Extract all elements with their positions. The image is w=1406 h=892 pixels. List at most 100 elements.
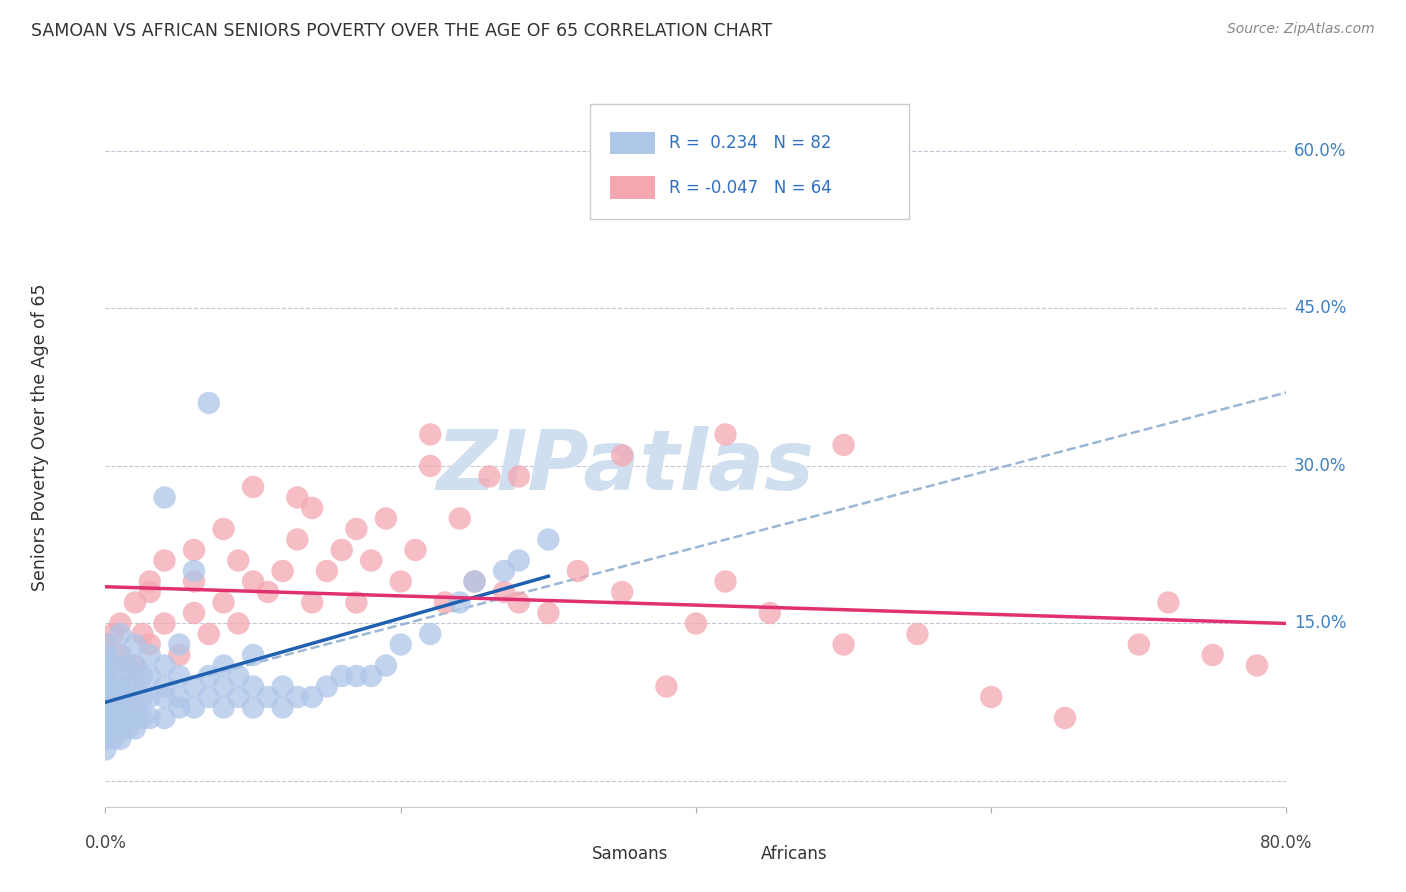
Point	[110, 700, 132, 714]
Point	[832, 638, 855, 652]
Point	[242, 574, 264, 589]
FancyBboxPatch shape	[610, 177, 655, 199]
Point	[110, 648, 132, 662]
Point	[124, 711, 146, 725]
Point	[301, 500, 323, 515]
Point	[110, 616, 132, 631]
Point	[315, 680, 337, 694]
Text: ZIPatlas: ZIPatlas	[436, 426, 814, 508]
Point	[449, 511, 471, 525]
Point	[197, 669, 219, 683]
Text: SAMOAN VS AFRICAN SENIORS POVERTY OVER THE AGE OF 65 CORRELATION CHART: SAMOAN VS AFRICAN SENIORS POVERTY OVER T…	[31, 22, 772, 40]
Text: 30.0%: 30.0%	[1294, 457, 1347, 475]
Point	[537, 606, 560, 620]
Point	[117, 658, 139, 673]
Text: 15.0%: 15.0%	[1294, 615, 1347, 632]
Point	[183, 574, 205, 589]
Text: Africans: Africans	[761, 845, 828, 863]
Point	[374, 511, 398, 525]
Point	[832, 438, 855, 452]
FancyBboxPatch shape	[548, 847, 583, 863]
Point	[101, 700, 124, 714]
Point	[183, 564, 205, 578]
Point	[138, 585, 162, 599]
Point	[124, 595, 146, 609]
Point	[101, 627, 124, 641]
Point	[153, 491, 176, 505]
Point	[228, 690, 250, 704]
Point	[183, 680, 205, 694]
Point	[138, 669, 162, 683]
Point	[124, 658, 146, 673]
Point	[153, 711, 176, 725]
Point	[169, 638, 191, 652]
Point	[124, 700, 146, 714]
Point	[183, 543, 205, 558]
Point	[301, 690, 323, 704]
Point	[242, 680, 264, 694]
Point	[124, 658, 146, 673]
Point	[117, 680, 139, 694]
Point	[94, 690, 117, 704]
Point	[153, 658, 176, 673]
Point	[1157, 595, 1180, 609]
Text: 60.0%: 60.0%	[1294, 142, 1347, 160]
Point	[138, 638, 162, 652]
Point	[138, 574, 162, 589]
Point	[169, 648, 191, 662]
Point	[110, 627, 132, 641]
Point	[685, 616, 707, 631]
Point	[228, 616, 250, 631]
Point	[138, 648, 162, 662]
Point	[228, 669, 250, 683]
Text: R = -0.047   N = 64: R = -0.047 N = 64	[669, 178, 831, 196]
Point	[110, 731, 132, 746]
Point	[257, 585, 280, 599]
Point	[94, 658, 117, 673]
Point	[287, 533, 309, 547]
Point	[94, 731, 117, 746]
Point	[419, 458, 441, 473]
Point	[714, 427, 737, 442]
FancyBboxPatch shape	[717, 847, 752, 863]
Point	[714, 574, 737, 589]
Point	[94, 638, 117, 652]
Point	[131, 690, 153, 704]
Point	[1128, 638, 1150, 652]
Point	[567, 564, 589, 578]
Point	[271, 564, 294, 578]
Point	[478, 469, 501, 483]
Point	[138, 711, 162, 725]
Point	[330, 543, 353, 558]
Point	[242, 700, 264, 714]
Point	[242, 480, 264, 494]
Point	[464, 574, 486, 589]
Point	[1201, 648, 1223, 662]
Point	[110, 690, 132, 704]
Point	[94, 711, 117, 725]
Point	[94, 722, 117, 736]
Point	[183, 700, 205, 714]
Point	[131, 669, 153, 683]
Point	[94, 648, 117, 662]
Point	[153, 680, 176, 694]
Point	[212, 595, 235, 609]
Point	[101, 658, 124, 673]
Point	[759, 606, 782, 620]
Text: Samoans: Samoans	[592, 845, 668, 863]
Point	[169, 690, 191, 704]
Point	[419, 427, 441, 442]
Point	[197, 627, 219, 641]
Point	[330, 669, 353, 683]
FancyBboxPatch shape	[589, 103, 908, 219]
Point	[655, 680, 678, 694]
Text: 80.0%: 80.0%	[1260, 833, 1313, 852]
Point	[153, 690, 176, 704]
Point	[346, 669, 368, 683]
Point	[315, 564, 337, 578]
Point	[1054, 711, 1077, 725]
Point	[287, 491, 309, 505]
Point	[360, 553, 382, 567]
Point	[980, 690, 1002, 704]
Point	[419, 627, 441, 641]
